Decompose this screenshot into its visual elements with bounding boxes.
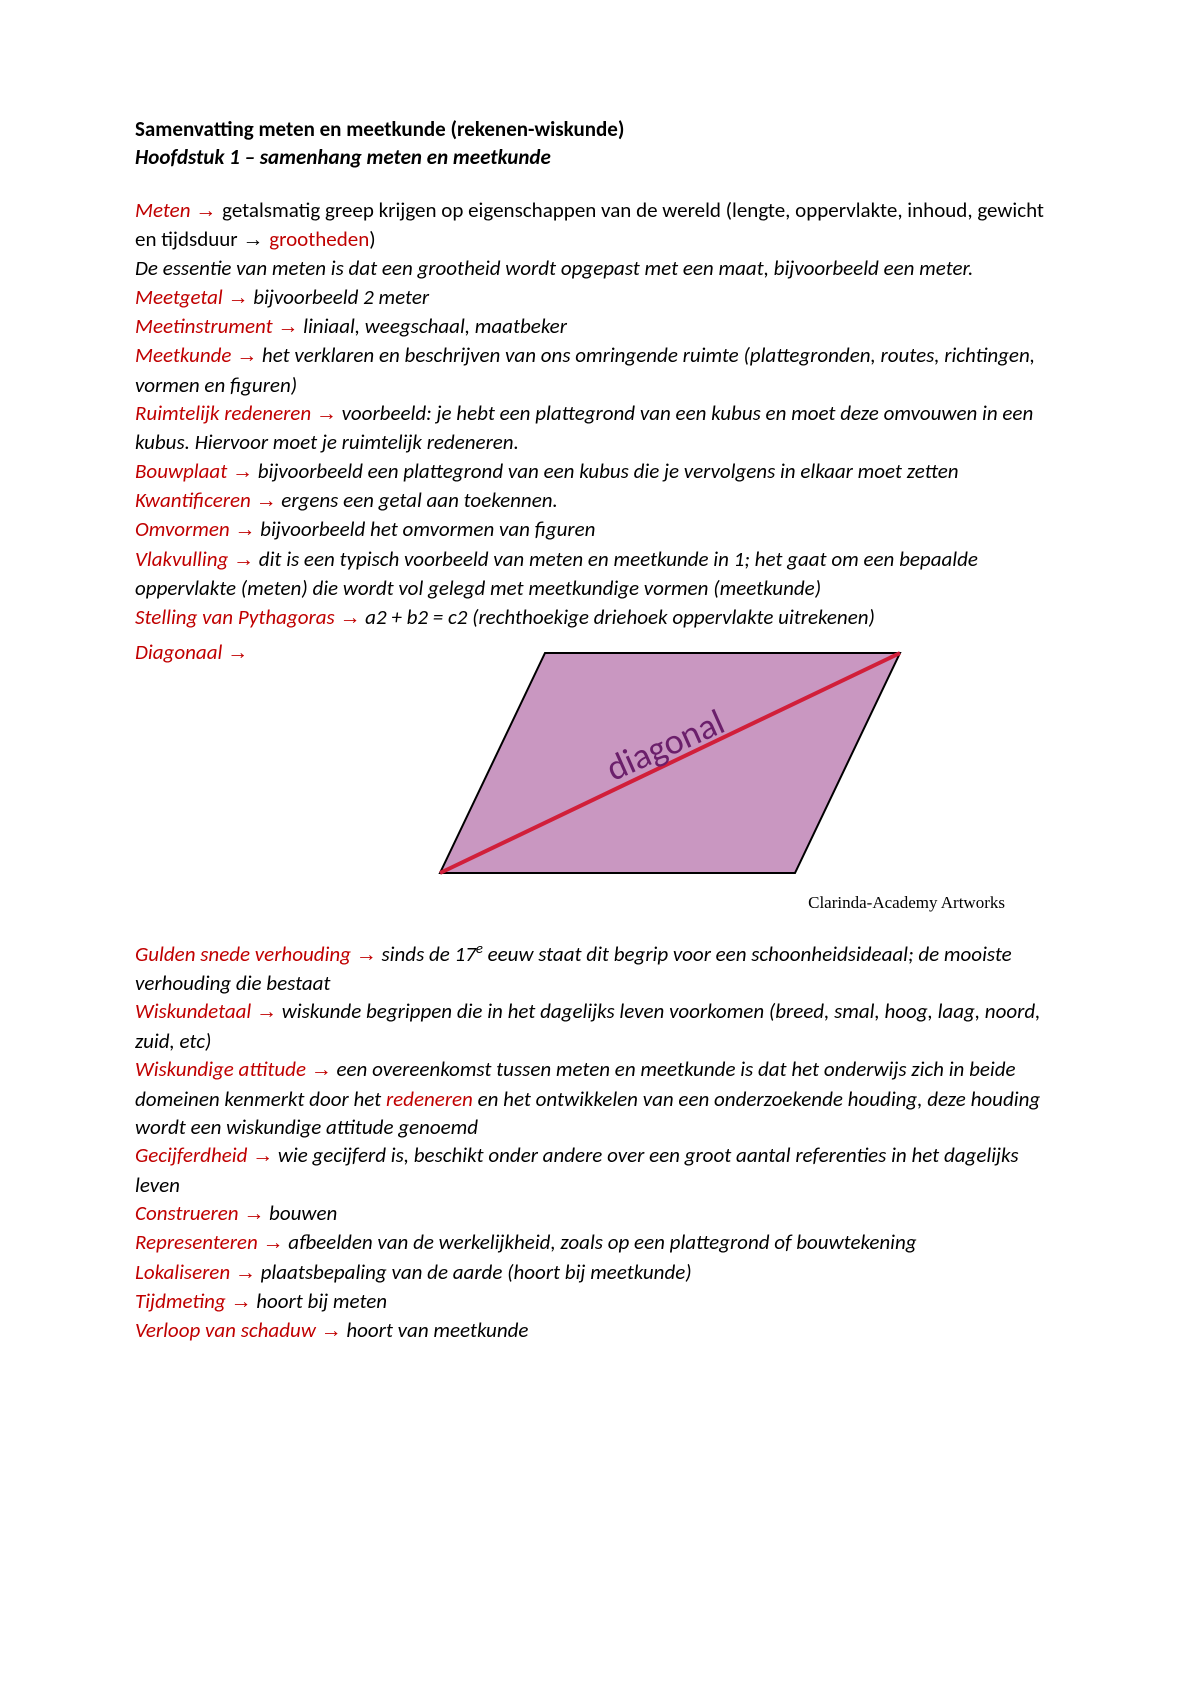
- text: ): [369, 226, 375, 252]
- text: hoort van meetkunde: [342, 1317, 529, 1343]
- entry-meten: Meten → getalsmatig greep krijgen op eig…: [135, 196, 1065, 255]
- entry-tijdmeting: Tijdmeting → hoort bij meten: [135, 1287, 1065, 1316]
- highlight-grootheden: grootheden: [269, 226, 369, 252]
- entry-diagonaal: Diagonaal →: [135, 638, 265, 667]
- arrow-icon: →: [316, 402, 337, 425]
- entry-gecijferdheid: Gecijferdheid → wie gecijferd is, beschi…: [135, 1141, 1065, 1199]
- entry-essentie: De essentie van meten is dat een groothe…: [135, 254, 1065, 282]
- arrow-icon: →: [235, 1261, 256, 1284]
- document-page: Samenvatting meten en meetkunde (rekenen…: [0, 0, 1200, 1697]
- text: dit is een typisch voorbeeld van meten e…: [135, 546, 978, 601]
- entry-kwantificeren: Kwantificeren → ergens een getal aan toe…: [135, 486, 1065, 515]
- arrow-icon: →: [236, 344, 257, 367]
- diagram-row: Diagonaal → diagonal Clarinda-Academy Ar…: [135, 638, 1065, 915]
- term-gecijferdheid: Gecijferdheid: [135, 1142, 252, 1168]
- text: bijvoorbeeld een plattegrond van een kub…: [253, 458, 959, 484]
- highlight-redeneren: redeneren: [386, 1086, 473, 1112]
- arrow-icon: →: [227, 641, 248, 664]
- arrow-icon: →: [256, 489, 277, 512]
- term-kwantificeren: Kwantificeren: [135, 487, 256, 513]
- arrow-icon: →: [195, 199, 222, 222]
- body-block-2: Gulden snede verhouding → sinds de 17e e…: [135, 939, 1065, 1346]
- term-wiskundetaal: Wiskundetaal: [135, 998, 256, 1024]
- diagram-caption: Clarinda-Academy Artworks: [275, 892, 1065, 915]
- text: ergens een getal aan toekennen.: [277, 487, 558, 513]
- term-pythagoras: Stelling van Pythagoras: [135, 604, 339, 630]
- parallelogram-diagram: diagonal: [430, 638, 910, 888]
- text: bijvoorbeeld 2 meter: [248, 284, 429, 310]
- entry-gulden: Gulden snede verhouding → sinds de 17e e…: [135, 939, 1065, 998]
- term-ruimtelijk: Ruimtelijk redeneren: [135, 400, 316, 426]
- term-diagonaal: Diagonaal: [135, 639, 227, 665]
- arrow-icon: →: [242, 228, 269, 251]
- term-vlakvulling: Vlakvulling: [135, 546, 233, 572]
- entry-pythagoras: Stelling van Pythagoras → a2 + b2 = c2 (…: [135, 603, 1065, 632]
- term-gulden: Gulden snede verhouding: [135, 941, 356, 967]
- text: het verklaren en beschrijven van ons omr…: [135, 342, 1035, 397]
- entry-schaduw: Verloop van schaduw → hoort van meetkund…: [135, 1316, 1065, 1345]
- arrow-icon: →: [243, 1202, 264, 1225]
- arrow-icon: →: [233, 548, 254, 571]
- arrow-icon: →: [277, 315, 298, 338]
- term-attitude: Wiskundige attitude: [135, 1056, 311, 1082]
- entry-bouwplaat: Bouwplaat → bijvoorbeeld een plattegrond…: [135, 457, 1065, 486]
- text: afbeelden van de werkelijkheid, zoals op…: [284, 1229, 917, 1255]
- entry-meetinstrument: Meetinstrument → liniaal, weegschaal, ma…: [135, 312, 1065, 341]
- text: plaatsbepaling van de aarde (hoort bij m…: [256, 1259, 692, 1285]
- entry-attitude: Wiskundige attitude → een overeenkomst t…: [135, 1055, 1065, 1141]
- arrow-icon: →: [321, 1319, 342, 1342]
- entry-construeren: Construeren → bouwen: [135, 1199, 1065, 1228]
- term-schaduw: Verloop van schaduw: [135, 1317, 321, 1343]
- text: hoort bij meten: [251, 1288, 387, 1314]
- entry-meetkunde: Meetkunde → het verklaren en beschrijven…: [135, 341, 1065, 399]
- diagram-container: diagonal Clarinda-Academy Artworks: [275, 638, 1065, 915]
- text: liniaal, weegschaal, maatbeker: [298, 313, 567, 339]
- superscript: e: [476, 939, 483, 957]
- text: bijvoorbeeld het omvormen van figuren: [255, 516, 595, 542]
- arrow-icon: →: [232, 460, 253, 483]
- arrow-icon: →: [234, 518, 255, 541]
- term-meetgetal: Meetgetal: [135, 284, 227, 310]
- entry-wiskundetaal: Wiskundetaal → wiskunde begrippen die in…: [135, 997, 1065, 1055]
- arrow-icon: →: [263, 1231, 284, 1254]
- arrow-icon: →: [227, 286, 248, 309]
- entry-lokaliseren: Lokaliseren → plaatsbepaling van de aard…: [135, 1258, 1065, 1287]
- term-meten: Meten: [135, 197, 195, 223]
- arrow-icon: →: [230, 1290, 251, 1313]
- term-meetinstrument: Meetinstrument: [135, 313, 277, 339]
- entry-ruimtelijk: Ruimtelijk redeneren → voorbeeld: je heb…: [135, 399, 1065, 457]
- term-omvormen: Omvormen: [135, 516, 234, 542]
- entry-meetgetal: Meetgetal → bijvoorbeeld 2 meter: [135, 283, 1065, 312]
- arrow-icon: →: [339, 606, 360, 629]
- term-bouwplaat: Bouwplaat: [135, 458, 232, 484]
- term-construeren: Construeren: [135, 1200, 243, 1226]
- arrow-icon: →: [256, 1000, 277, 1023]
- term-tijdmeting: Tijdmeting: [135, 1288, 230, 1314]
- arrow-icon: →: [356, 943, 377, 966]
- body-block-1: Meten → getalsmatig greep krijgen op eig…: [135, 196, 1065, 915]
- term-lokaliseren: Lokaliseren: [135, 1259, 235, 1285]
- entry-omvormen: Omvormen → bijvoorbeeld het omvormen van…: [135, 515, 1065, 544]
- text: a2 + b2 = c2 (rechthoekige driehoek oppe…: [360, 604, 874, 630]
- page-title: Samenvatting meten en meetkunde (rekenen…: [135, 115, 1065, 143]
- arrow-icon: →: [311, 1058, 332, 1081]
- text: sinds de 17: [377, 941, 476, 967]
- term-representeren: Representeren: [135, 1229, 263, 1255]
- term-meetkunde: Meetkunde: [135, 342, 236, 368]
- entry-representeren: Representeren → afbeelden van de werkeli…: [135, 1228, 1065, 1257]
- arrow-icon: →: [252, 1144, 273, 1167]
- text: bouwen: [264, 1200, 337, 1226]
- page-subtitle: Hoofdstuk 1 – samenhang meten en meetkun…: [135, 143, 1065, 171]
- entry-vlakvulling: Vlakvulling → dit is een typisch voorbee…: [135, 545, 1065, 603]
